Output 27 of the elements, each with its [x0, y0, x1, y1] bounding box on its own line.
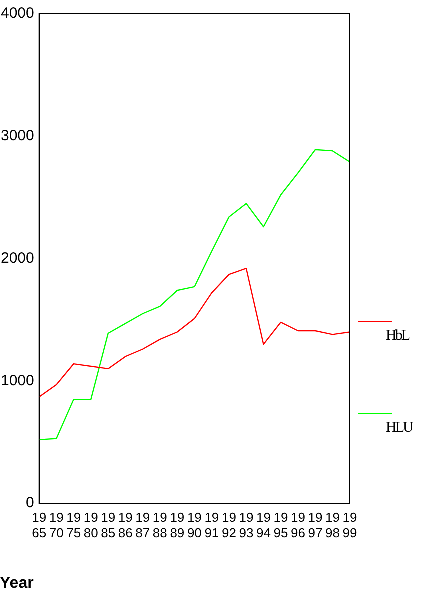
x-tick-label: 1994 — [256, 510, 271, 541]
x-tick-label: 1991 — [204, 510, 220, 541]
x-tick-label: 1975 — [66, 510, 82, 541]
x-tick-label: 1992 — [222, 510, 236, 541]
x-tick-label: 1965 — [32, 510, 47, 541]
y-tick-label: 2000 — [0, 250, 34, 267]
x-tick-label: 1987 — [136, 510, 150, 541]
x-tick-label: 1999 — [342, 510, 358, 541]
x-tick-label: 1970 — [49, 510, 64, 541]
x-tick-label: 1990 — [187, 510, 202, 541]
y-tick-label: 4000 — [0, 5, 34, 22]
x-tick-label: 1985 — [101, 510, 116, 541]
y-tick-label: 3000 — [0, 128, 34, 145]
legend-label: HLU — [386, 420, 414, 437]
x-tick-label: 1986 — [118, 510, 133, 541]
y-tick-label: 1000 — [0, 372, 34, 390]
x-tick-label: 1993 — [239, 510, 254, 541]
x-tick-label: 1980 — [84, 510, 98, 541]
x-tick-label: 1988 — [152, 510, 168, 541]
legend-label: HbL — [386, 328, 410, 345]
x-axis-title: Year — [0, 574, 34, 592]
x-tick-label: 1995 — [274, 510, 288, 541]
x-tick-label: 1989 — [170, 510, 185, 541]
x-tick-label: 1998 — [326, 510, 340, 541]
x-tick-label: 1996 — [290, 510, 306, 541]
y-tick-label: 0 — [26, 494, 34, 512]
x-tick-label: 1997 — [308, 510, 323, 541]
